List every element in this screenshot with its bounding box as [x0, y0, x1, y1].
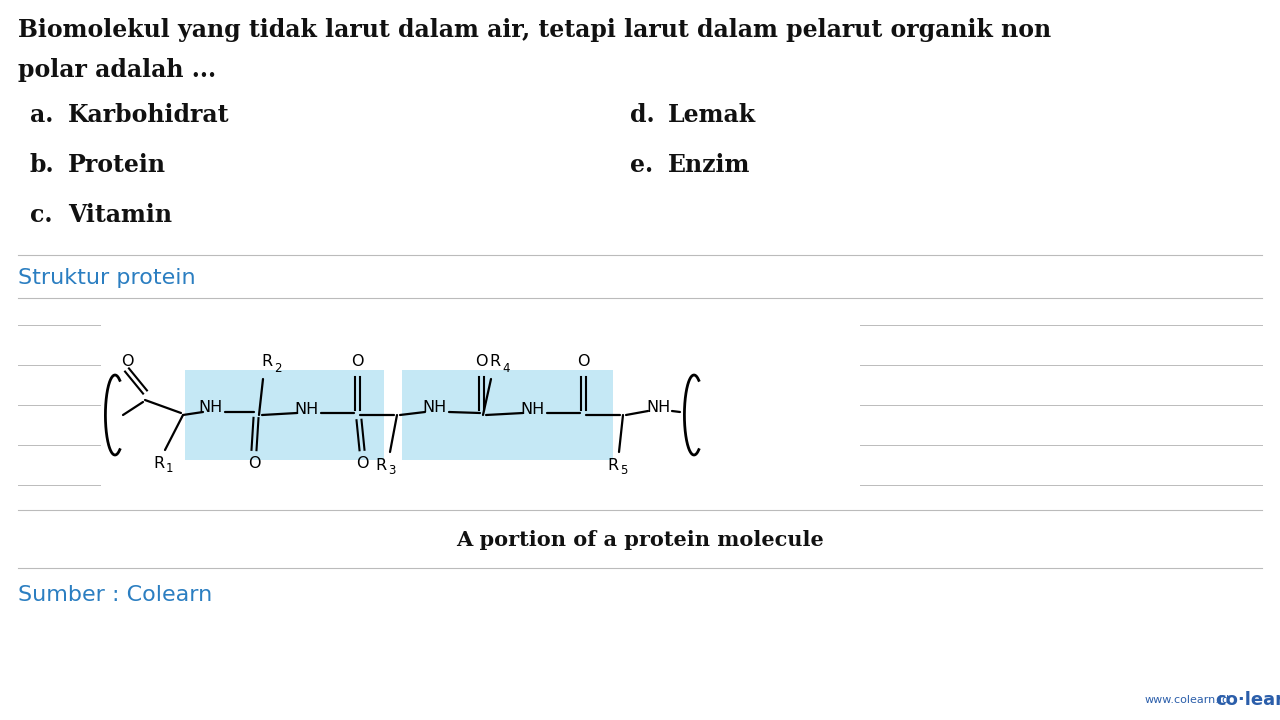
Text: O: O	[356, 456, 369, 472]
Text: Sumber : Colearn: Sumber : Colearn	[18, 585, 212, 605]
Text: Biomolekul yang tidak larut dalam air, tetapi larut dalam pelarut organik non: Biomolekul yang tidak larut dalam air, t…	[18, 18, 1051, 42]
Text: e.: e.	[630, 153, 653, 177]
Text: 2: 2	[274, 361, 282, 374]
Text: R: R	[608, 457, 618, 472]
Text: a.: a.	[29, 103, 54, 127]
Text: Lemak: Lemak	[668, 103, 756, 127]
Text: R: R	[154, 456, 165, 470]
Text: O: O	[248, 456, 260, 470]
Text: co·learn: co·learn	[1215, 691, 1280, 709]
Text: R: R	[489, 354, 500, 369]
FancyBboxPatch shape	[279, 370, 384, 460]
Text: NH: NH	[294, 402, 319, 418]
Text: 1: 1	[166, 462, 174, 475]
Text: NH: NH	[198, 400, 223, 415]
Text: 4: 4	[502, 361, 509, 374]
Text: O: O	[351, 354, 364, 369]
Text: NH: NH	[646, 400, 671, 415]
Text: O: O	[120, 354, 133, 369]
Text: R: R	[375, 457, 387, 472]
FancyBboxPatch shape	[503, 370, 613, 460]
Text: O: O	[475, 354, 488, 369]
FancyBboxPatch shape	[186, 370, 291, 460]
Text: NH: NH	[521, 402, 545, 418]
Text: A portion of a protein molecule: A portion of a protein molecule	[456, 530, 824, 550]
Text: 5: 5	[620, 464, 627, 477]
Text: R: R	[261, 354, 273, 369]
Text: b.: b.	[29, 153, 55, 177]
Text: Vitamin: Vitamin	[68, 203, 172, 227]
FancyBboxPatch shape	[402, 370, 507, 460]
Text: Struktur protein: Struktur protein	[18, 268, 196, 288]
Text: polar adalah ...: polar adalah ...	[18, 58, 216, 82]
Text: www.colearn.id: www.colearn.id	[1146, 695, 1230, 705]
Text: NH: NH	[422, 400, 447, 415]
Text: Protein: Protein	[68, 153, 166, 177]
Text: 3: 3	[388, 464, 396, 477]
Text: Enzim: Enzim	[668, 153, 750, 177]
Text: d.: d.	[630, 103, 654, 127]
Text: c.: c.	[29, 203, 52, 227]
Text: O: O	[577, 354, 589, 369]
Text: Karbohidrat: Karbohidrat	[68, 103, 229, 127]
